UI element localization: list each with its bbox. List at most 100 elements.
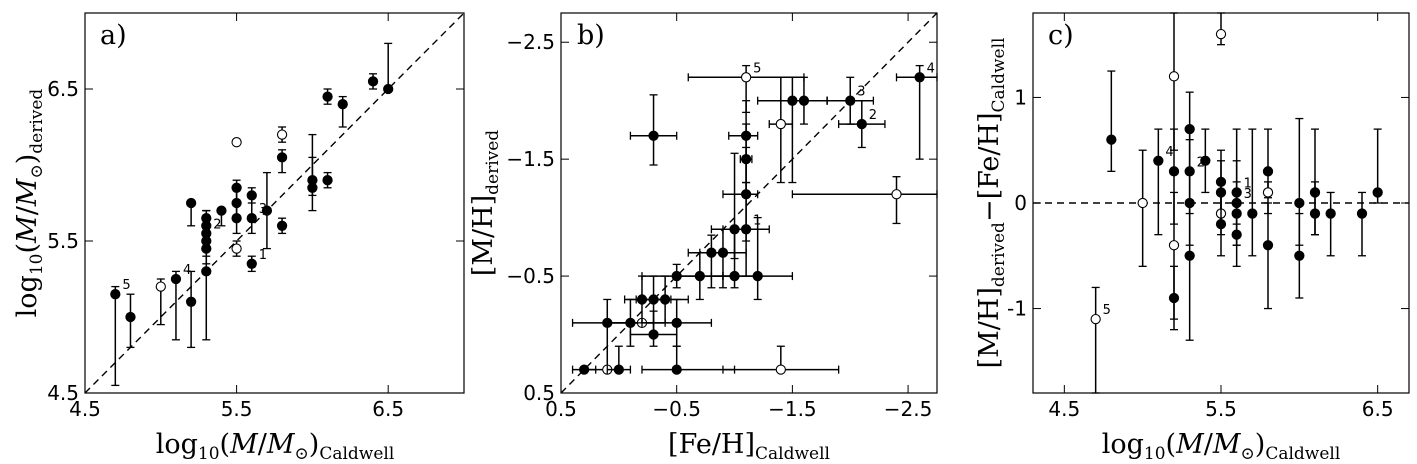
y-tick-label: −1.5	[506, 147, 555, 171]
x-tick-label: 4.5	[1048, 397, 1080, 421]
panel-a-ylabel: log10(M/M⊙)derived	[12, 89, 47, 318]
point-annotation: 2	[869, 108, 877, 123]
data-point	[641, 298, 713, 347]
data-point	[1262, 128, 1274, 215]
data-point	[722, 345, 840, 375]
data-point	[231, 179, 242, 204]
panel-b-ylabel: [M/H]derived	[468, 130, 503, 277]
filled-marker	[1168, 292, 1180, 304]
filled-marker	[246, 258, 257, 269]
data-point	[1247, 128, 1258, 257]
filled-marker	[383, 83, 394, 95]
open-marker	[1168, 240, 1180, 251]
panel-b: 0.5−0.5−1.5−2.50.5−0.5−1.5−2.5 15324 b) …	[468, 12, 938, 464]
panel-a-points: 54213	[110, 42, 394, 387]
filled-marker	[231, 182, 242, 193]
filled-marker	[125, 311, 136, 323]
data-point	[276, 217, 288, 235]
data-point	[1294, 212, 1305, 299]
data-point	[780, 76, 828, 125]
data-point	[337, 95, 348, 128]
filled-marker	[276, 220, 288, 231]
data-point: 4	[1153, 128, 1174, 236]
filled-marker	[1262, 240, 1274, 251]
data-point	[155, 278, 166, 326]
filled-marker	[1106, 134, 1117, 145]
filled-marker	[1168, 166, 1180, 177]
open-marker	[775, 364, 786, 375]
data-point	[641, 345, 736, 375]
point-annotation: 2	[213, 217, 221, 232]
panel-c-label: c)	[1048, 20, 1074, 51]
data-point	[1262, 202, 1274, 310]
panel-b-points: 15324	[571, 61, 938, 375]
data-point	[722, 216, 794, 301]
point-annotation: 1	[1244, 176, 1252, 191]
filled-marker	[856, 118, 867, 130]
filled-marker	[201, 213, 212, 224]
point-annotation: 4	[1165, 145, 1173, 160]
filled-marker	[322, 175, 333, 186]
data-point	[185, 270, 197, 349]
data-point	[629, 310, 678, 347]
panel-a-label: a)	[100, 20, 127, 51]
open-marker	[891, 189, 902, 200]
point-annotation: 4	[183, 263, 191, 278]
open-marker	[231, 137, 242, 148]
data-point	[125, 293, 136, 349]
data-point	[216, 205, 227, 227]
panel-b-ticks: 0.5 −0.5 −1.5 −2.5 0.5 −0.5 −1.5 −2.5	[506, 13, 937, 421]
filled-marker	[1215, 218, 1227, 230]
open-marker	[276, 129, 288, 140]
filled-marker	[1294, 250, 1305, 261]
y-tick-label: 4.5	[47, 381, 79, 405]
panel-c-ylabel: [M/H]derived−[Fe/H]Caldwell	[974, 38, 1009, 369]
data-point	[1215, 191, 1227, 257]
open-marker	[155, 281, 166, 292]
filled-marker	[1294, 197, 1305, 209]
filled-marker	[845, 95, 856, 106]
filled-marker	[1262, 166, 1274, 177]
panel-a-xlabel: log10(M/M⊙)Caldwell	[156, 429, 395, 464]
data-point	[201, 209, 212, 242]
point-annotation: 5	[122, 278, 130, 293]
filled-marker	[1247, 208, 1258, 219]
open-marker	[1137, 197, 1148, 209]
filled-marker	[752, 270, 763, 282]
data-point	[246, 187, 257, 219]
point-annotation: 3	[857, 85, 865, 100]
panel-c-xlabel: log10(M/M⊙)Caldwell	[1102, 429, 1341, 464]
filled-marker	[170, 273, 182, 285]
filled-marker	[648, 329, 659, 340]
data-point: 2	[838, 100, 886, 149]
data-point	[739, 123, 753, 195]
y-tick-label: 1	[1014, 85, 1027, 109]
data-point	[231, 137, 242, 148]
filled-marker	[717, 247, 729, 258]
open-marker	[1090, 313, 1101, 325]
open-marker	[1262, 187, 1274, 198]
data-point	[1325, 191, 1336, 257]
panel-b-label: b)	[577, 20, 605, 51]
data-point	[1184, 170, 1195, 341]
data-point	[276, 149, 288, 174]
data-point	[261, 171, 273, 250]
data-point	[710, 152, 747, 260]
data-point	[1309, 181, 1321, 236]
x-tick-label: 5.5	[221, 397, 253, 421]
panel-c: 4.55.56.5-101 54213 c) log10(M/M⊙)Caldwe…	[974, 12, 1410, 464]
data-point: 4	[895, 61, 938, 160]
filled-marker	[671, 317, 682, 328]
open-marker	[231, 243, 242, 254]
filled-marker	[613, 364, 624, 375]
filled-marker	[110, 289, 121, 300]
filled-marker	[1231, 229, 1242, 240]
data-point	[307, 156, 318, 197]
filled-marker	[307, 175, 318, 186]
point-annotation: 3	[1244, 187, 1252, 202]
data-point	[606, 345, 632, 375]
y-tick-label: −2.5	[506, 30, 555, 54]
point-annotation: 1	[259, 248, 267, 263]
filled-marker	[648, 130, 659, 141]
x-tick-label: 4.5	[69, 397, 101, 421]
